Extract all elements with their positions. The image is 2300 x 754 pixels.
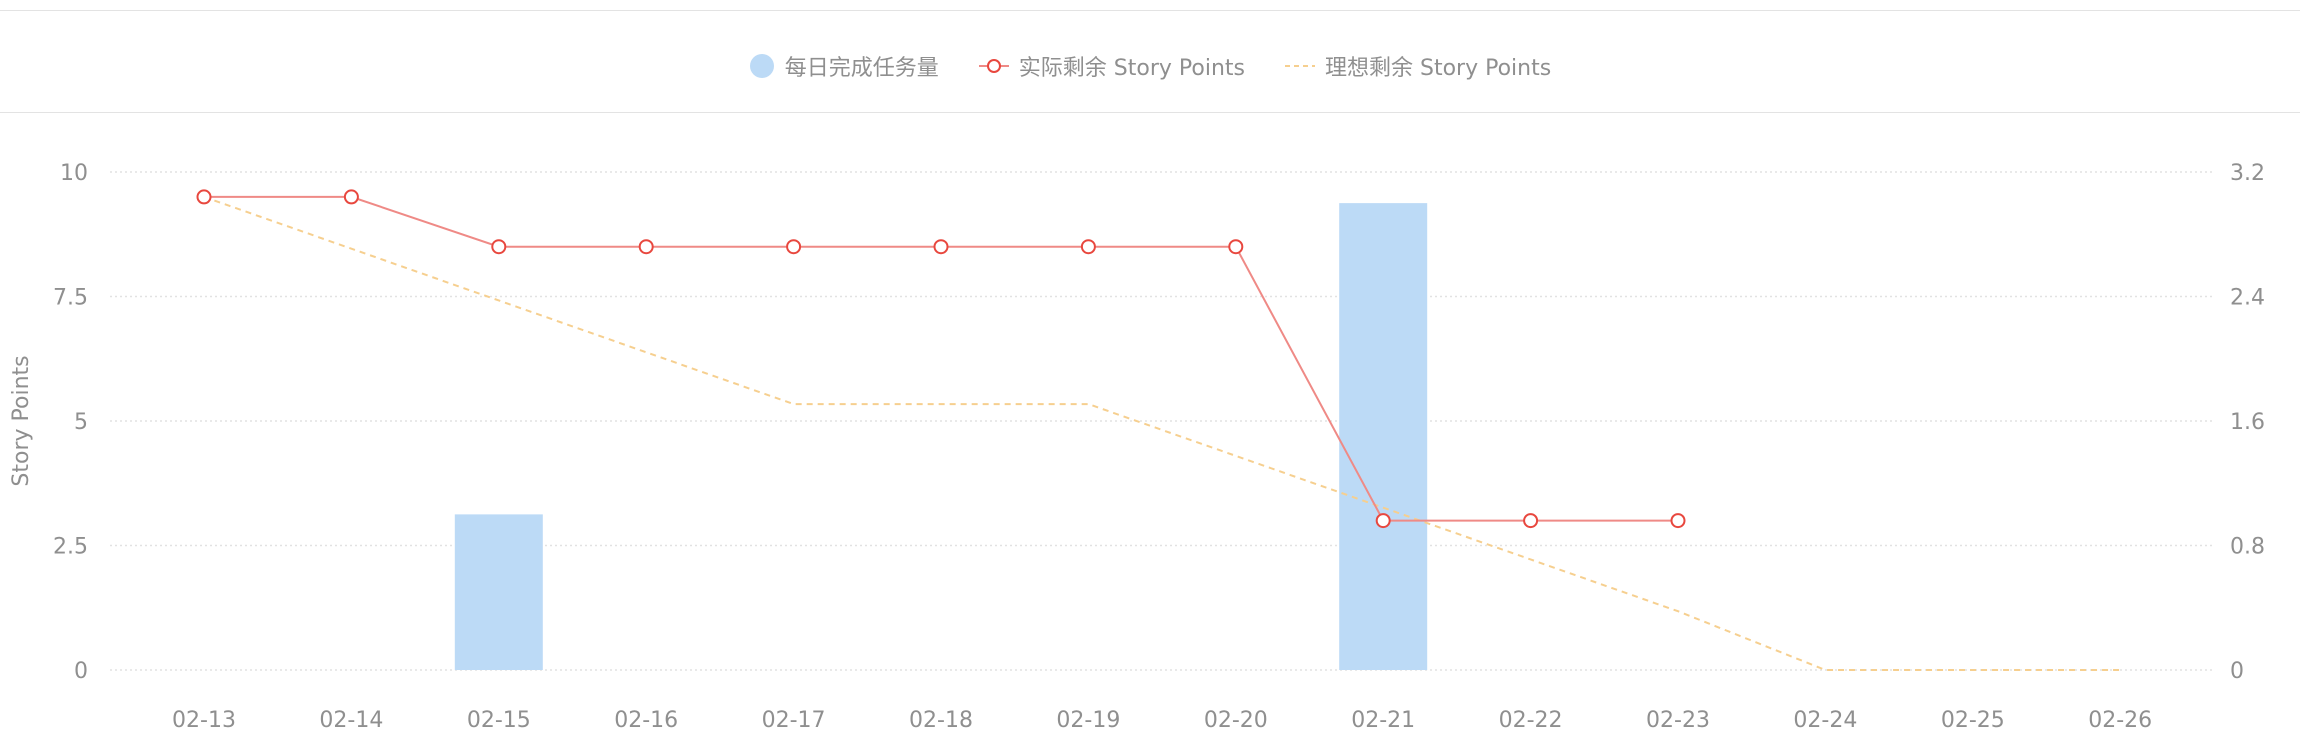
actual-remaining-point[interactable] — [198, 190, 211, 203]
bar-daily-completed[interactable] — [455, 514, 543, 670]
y-right-tick-label: 3.2 — [2230, 161, 2265, 186]
x-tick-label: 02-25 — [1941, 708, 2005, 733]
x-tick-label: 02-15 — [467, 708, 531, 733]
x-tick-label: 02-21 — [1351, 708, 1415, 733]
x-tick-label: 02-20 — [1204, 708, 1268, 733]
x-tick-label: 02-24 — [1793, 708, 1857, 733]
actual-remaining-point[interactable] — [1377, 514, 1390, 527]
x-tick-label: 02-19 — [1056, 708, 1120, 733]
actual-remaining-point[interactable] — [640, 240, 653, 253]
x-tick-label: 02-22 — [1499, 708, 1563, 733]
x-tick-label: 02-16 — [614, 708, 678, 733]
x-tick-label: 02-14 — [319, 708, 383, 733]
y-right-tick-label: 0 — [2230, 659, 2244, 684]
x-tick-label: 02-13 — [172, 708, 236, 733]
x-tick-label: 02-23 — [1646, 708, 1710, 733]
actual-remaining-point[interactable] — [492, 240, 505, 253]
bars-layer — [455, 203, 1427, 670]
y-left-tick-label: 7.5 — [53, 286, 88, 311]
x-tick-label: 02-18 — [909, 708, 973, 733]
actual-remaining-point[interactable] — [935, 240, 948, 253]
y-left-tick-label: 10 — [60, 161, 88, 186]
y-right-tick-label: 1.6 — [2230, 410, 2265, 435]
actual-remaining-point[interactable] — [787, 240, 800, 253]
actual-line-layer — [198, 190, 1685, 527]
y-left-tick-label: 0 — [74, 659, 88, 684]
actual-remaining-point[interactable] — [1082, 240, 1095, 253]
actual-remaining-point[interactable] — [1524, 514, 1537, 527]
y-right-tick-label: 2.4 — [2230, 286, 2265, 311]
y-left-tick-label: 5 — [74, 410, 88, 435]
y-right-tick-label: 0.8 — [2230, 535, 2265, 560]
actual-remaining-point[interactable] — [1672, 514, 1685, 527]
y-left-tick-label: 2.5 — [53, 535, 88, 560]
x-tick-label: 02-17 — [762, 708, 826, 733]
y-left-axis-label: Story Points — [9, 355, 34, 486]
actual-remaining-point[interactable] — [1229, 240, 1242, 253]
x-tick-label: 02-26 — [2088, 708, 2152, 733]
bar-daily-completed[interactable] — [1339, 203, 1427, 670]
actual-remaining-point[interactable] — [345, 190, 358, 203]
